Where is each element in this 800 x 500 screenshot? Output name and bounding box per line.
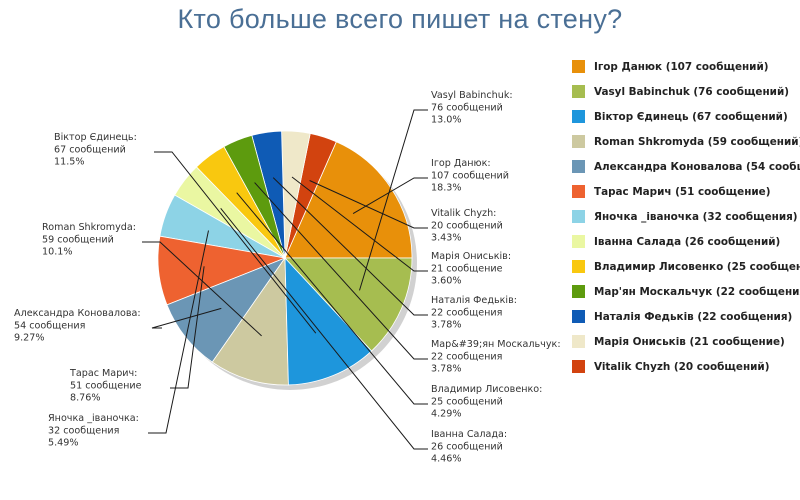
legend-swatch	[572, 185, 585, 198]
leader-line	[154, 151, 317, 334]
legend-label: Наталія Федьків (22 сообщения)	[594, 310, 793, 323]
leader-line	[291, 176, 428, 272]
slice-label: Яночка _іваночка: 32 сообщения 5.49%	[48, 412, 139, 449]
leader-line	[272, 177, 428, 316]
leader-line	[309, 180, 428, 229]
legend-label: Ігор Данюк (107 сообщений)	[594, 60, 769, 73]
legend-item: Владимир Лисовенко (25 сообщений)	[572, 254, 800, 279]
legend-swatch	[572, 210, 585, 223]
leader-line	[359, 109, 428, 291]
legend-swatch	[572, 85, 585, 98]
leader-line	[352, 177, 428, 215]
slice-label: Тарас Марич: 51 сообщение 8.76%	[69, 368, 142, 404]
legend-swatch	[572, 335, 585, 348]
legend-item: Vasyl Babinchuk (76 сообщений)	[572, 79, 800, 104]
legend-label: Марія Ониськів (21 сообщение)	[594, 335, 785, 348]
legend-label: Віктор Єдинець (67 сообщений)	[594, 110, 788, 123]
legend-swatch	[572, 60, 585, 73]
leader-line	[170, 266, 205, 389]
legend-item: Наталія Федьків (22 сообщения)	[572, 304, 800, 329]
slice-label: Іванна Салада: 26 сообщений 4.46%	[431, 429, 507, 465]
pie-slice	[284, 141, 413, 259]
slice-label: Vasyl Babinchuk: 76 сообщений 13.0%	[431, 90, 513, 126]
chart-legend: Ігор Данюк (107 сообщений) Vasyl Babinchu…	[572, 54, 800, 379]
legend-item: Іванна Салада (26 сообщений)	[572, 229, 800, 254]
legend-item: Roman Shkromyda (59 сообщений)	[572, 129, 800, 154]
slice-label: Александра Коновалова: 54 сообщения 9.27%	[14, 308, 141, 344]
legend-label: Іванна Салада (26 сообщений)	[594, 235, 781, 248]
legend-swatch	[572, 360, 585, 373]
legend-item: Ігор Данюк (107 сообщений)	[572, 54, 800, 79]
leader-line	[151, 307, 222, 329]
pie-slice	[284, 257, 413, 352]
legend-label: Тарас Марич (51 сообщение)	[594, 185, 771, 198]
legend-swatch	[572, 260, 585, 273]
legend-label: Мар'ян Москальчук (22 сообщения)	[594, 285, 800, 298]
legend-label: Александра Коновалова (54 сообщения)	[594, 160, 800, 173]
leader-line	[236, 192, 428, 405]
legend-swatch	[572, 310, 585, 323]
slice-label: Мар&#39;ян Москальчук: 22 сообщения 3.78%	[431, 339, 561, 375]
legend-item: Мар'ян Москальчук (22 сообщения)	[572, 279, 800, 304]
legend-swatch	[572, 235, 585, 248]
legend-item: Тарас Марич (51 сообщение)	[572, 179, 800, 204]
legend-label: Владимир Лисовенко (25 сообщений)	[594, 260, 800, 273]
slice-label: Наталія Федьків: 22 сообщения 3.78%	[431, 294, 517, 331]
slice-label: Vitalik Chyzh: 20 сообщений 3.43%	[431, 208, 503, 244]
leader-line	[148, 230, 209, 434]
legend-label: Яночка _іваночка (32 сообщения)	[594, 210, 798, 223]
legend-item: Александра Коновалова (54 сообщения)	[572, 154, 800, 179]
legend-item: Марія Ониськів (21 сообщение)	[572, 329, 800, 354]
slice-label: Ігор Данюк: 107 сообщений 18.3%	[431, 158, 509, 194]
legend-label: Roman Shkromyda (59 сообщений)	[594, 135, 800, 148]
legend-item: Vitalik Chyzh (20 сообщений)	[572, 354, 800, 379]
legend-swatch	[572, 285, 585, 298]
legend-item: Віктор Єдинець (67 сообщений)	[572, 104, 800, 129]
slice-label: Roman Shkromyda: 59 сообщений 10.1%	[42, 222, 136, 258]
slice-label: Владимир Лисовенко: 25 сообщений 4.29%	[431, 384, 542, 420]
slice-label: Марія Ониськів: 21 сообщение 3.60%	[431, 250, 511, 287]
legend-item: Яночка _іваночка (32 сообщения)	[572, 204, 800, 229]
chart-title: Кто больше всего пишет на стену?	[177, 4, 623, 34]
legend-swatch	[572, 135, 585, 148]
leader-line	[220, 207, 428, 450]
pie-slice	[284, 256, 373, 386]
legend-swatch	[572, 160, 585, 173]
pie-slice	[211, 256, 289, 386]
legend-label: Vitalik Chyzh (20 сообщений)	[594, 360, 770, 373]
slice-label: Віктор Єдинець: 67 сообщений 11.5%	[54, 131, 137, 168]
leader-line	[142, 241, 262, 337]
leader-line	[254, 182, 428, 360]
legend-label: Vasyl Babinchuk (76 сообщений)	[594, 85, 789, 98]
legend-swatch	[572, 110, 585, 123]
